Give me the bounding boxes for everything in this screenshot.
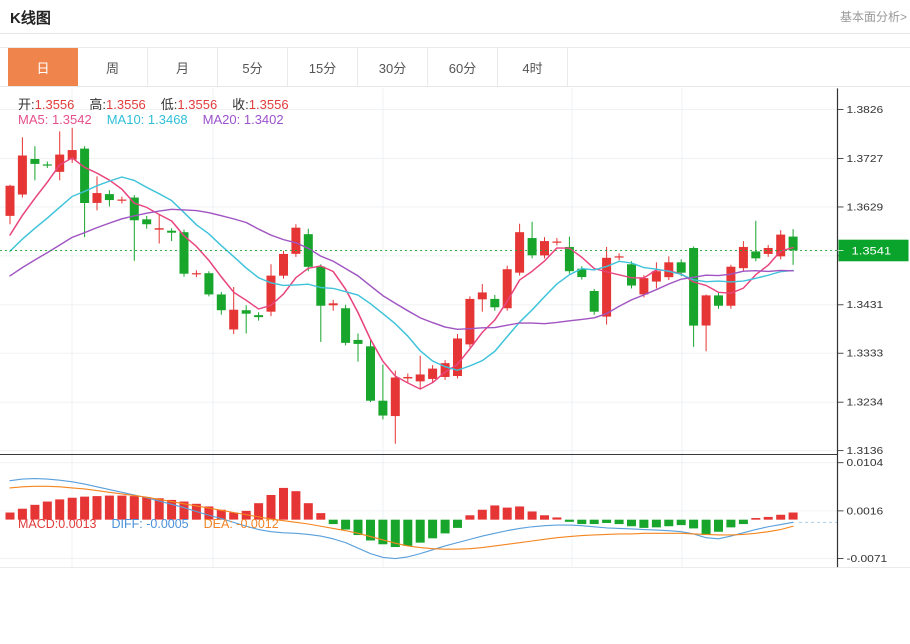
svg-text:0.0016: 0.0016 bbox=[847, 506, 884, 517]
ohlc-legend: 开:1.3556 高:1.3556 低:1.3556 收:1.3556 bbox=[18, 94, 304, 113]
legend-item: 收:1.3556 bbox=[232, 97, 289, 112]
legend-item: DIFF: -0.0005 bbox=[111, 517, 189, 531]
ma-lines-layer bbox=[9, 157, 794, 390]
svg-text:-0.0071: -0.0071 bbox=[847, 554, 888, 565]
svg-text:1.3431: 1.3431 bbox=[847, 300, 884, 311]
svg-text:1.3136: 1.3136 bbox=[847, 446, 884, 457]
tab-30分[interactable]: 30分 bbox=[358, 48, 428, 86]
price-axis-layer: 1.38261.37271.36291.35301.34311.33331.32… bbox=[836, 88, 909, 568]
legend-item: MA20: 1.3402 bbox=[202, 112, 284, 127]
chart-area: 1.38261.37271.36291.35301.34311.33331.32… bbox=[0, 88, 910, 644]
tab-15分[interactable]: 15分 bbox=[288, 48, 358, 86]
legend-item: 高:1.3556 bbox=[89, 97, 146, 112]
grid-layer bbox=[0, 88, 910, 569]
fundamental-analysis-link[interactable]: 基本面分析> bbox=[839, 10, 907, 24]
page-header: K线图 基本面分析> bbox=[0, 0, 910, 34]
legend-item: MA5: 1.3542 bbox=[18, 112, 92, 127]
kline-chart-canvas[interactable]: 1.38261.37271.36291.35301.34311.33331.32… bbox=[0, 88, 910, 644]
macd-layer bbox=[5, 478, 838, 560]
svg-text:1.3234: 1.3234 bbox=[847, 397, 884, 408]
svg-text:1.3826: 1.3826 bbox=[847, 105, 884, 116]
svg-text:1.3333: 1.3333 bbox=[847, 348, 884, 359]
tab-周[interactable]: 周 bbox=[78, 48, 148, 86]
legend-item: 低:1.3556 bbox=[160, 97, 218, 112]
macd-legend: MACD:0.0013 DIFF: -0.0005 DEA: -0.0012 bbox=[18, 517, 294, 531]
svg-text:1.3727: 1.3727 bbox=[847, 154, 884, 165]
candles-layer bbox=[5, 127, 798, 444]
ma-legend: MA5: 1.3542 MA10: 1.3468 MA20: 1.3402 bbox=[18, 112, 299, 127]
tab-月[interactable]: 月 bbox=[148, 48, 218, 86]
svg-text:1.3629: 1.3629 bbox=[847, 202, 884, 213]
legend-item: DEA: -0.0012 bbox=[203, 517, 279, 531]
legend-item: MA10: 1.3468 bbox=[106, 112, 188, 127]
current-price-badge: 1.3541 bbox=[837, 239, 909, 262]
tab-60分[interactable]: 60分 bbox=[428, 48, 498, 86]
page-title: K线图 bbox=[10, 10, 51, 27]
period-tabs: 日周月 5分 15分 30分 60分 4时 bbox=[0, 47, 910, 87]
svg-text:1.3541: 1.3541 bbox=[852, 244, 892, 257]
legend-item: 开:1.3556 bbox=[18, 97, 75, 112]
tab-5分[interactable]: 5分 bbox=[218, 48, 288, 86]
svg-text:0.0104: 0.0104 bbox=[847, 458, 884, 469]
tab-日[interactable]: 日 bbox=[8, 48, 78, 86]
legend-item: MACD:0.0013 bbox=[18, 517, 97, 531]
tab-4时[interactable]: 4时 bbox=[498, 48, 568, 86]
